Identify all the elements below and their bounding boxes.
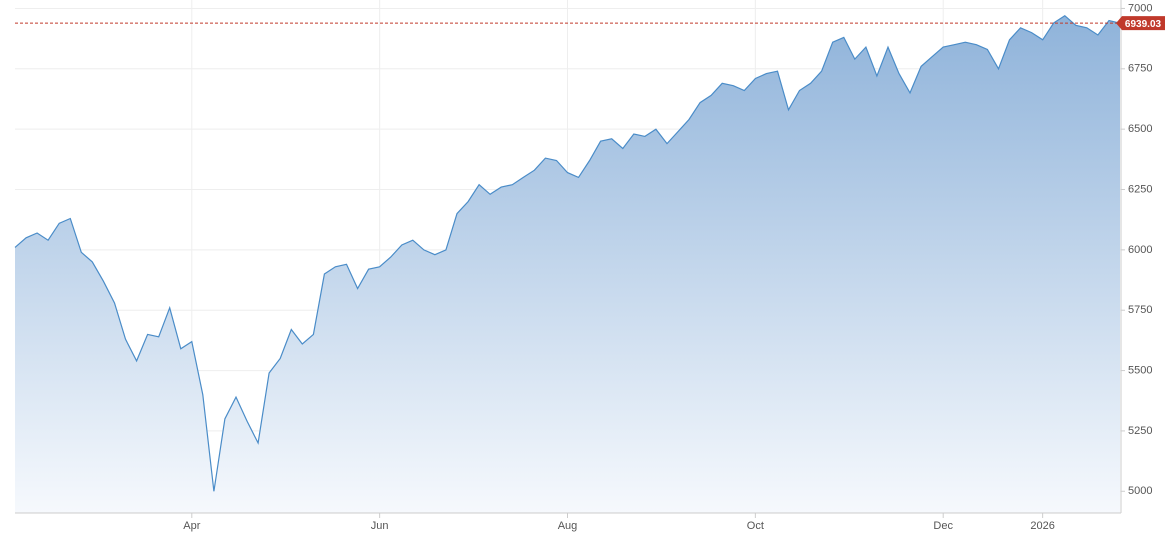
x-tick-label: Oct — [747, 520, 764, 532]
y-tick-label: 6500 — [1128, 123, 1152, 135]
last-value-label: 6939.03 — [1125, 19, 1162, 30]
y-tick-label: 5750 — [1128, 304, 1152, 316]
y-tick-label: 6750 — [1128, 63, 1152, 75]
y-tick-label: 5500 — [1128, 364, 1152, 376]
y-tick-label: 7000 — [1128, 2, 1152, 14]
y-tick-label: 5000 — [1128, 485, 1152, 497]
last-value-badge — [1116, 16, 1165, 31]
x-tick-label: Jun — [371, 520, 389, 532]
x-tick-label: 2026 — [1030, 520, 1054, 532]
area-fill — [15, 15, 1120, 513]
x-tick-label: Dec — [933, 520, 953, 532]
y-tick-label: 6250 — [1128, 183, 1152, 195]
x-tick-label: Apr — [183, 520, 200, 532]
plot — [14, 14, 1121, 513]
line — [14, 14, 1121, 492]
y-tick-label: 6000 — [1128, 244, 1152, 256]
x-tick-label: Aug — [558, 520, 578, 532]
y-tick-label: 5250 — [1128, 425, 1152, 437]
